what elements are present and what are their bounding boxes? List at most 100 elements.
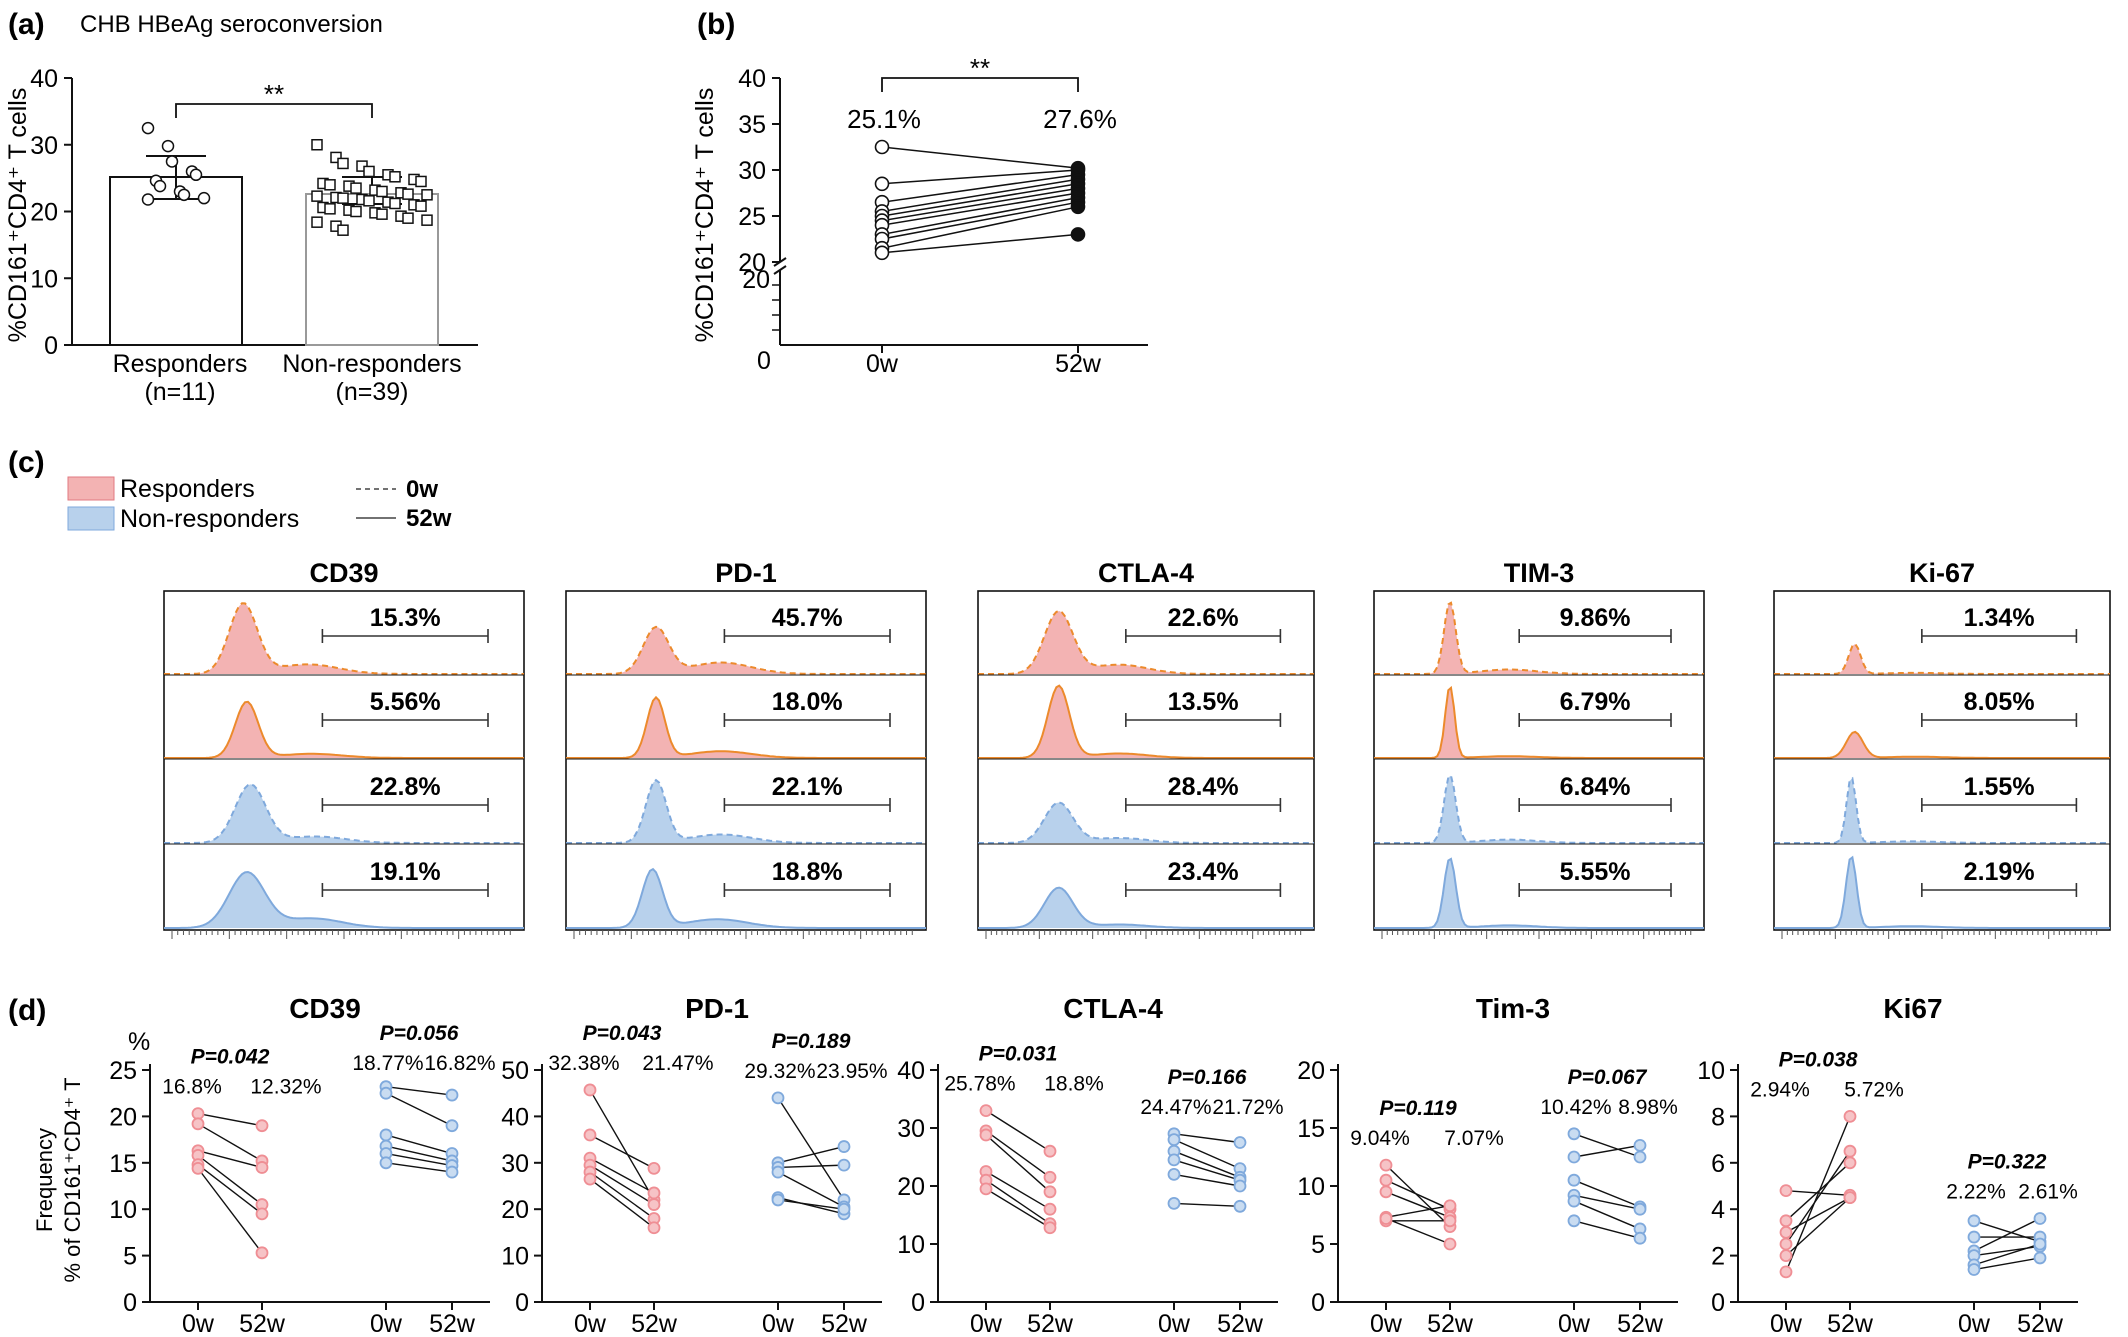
histogram-line [1774, 855, 2110, 929]
responder-point-52w [1843, 1110, 1857, 1123]
responder-point-52w [255, 1246, 269, 1260]
histogram-frame [565, 590, 927, 931]
responder-pair-line [985, 1170, 1051, 1210]
histogram-title: CTLA-4 [1098, 558, 1194, 588]
subplot-xtick-label: 52w [631, 1310, 678, 1337]
responder-pair-line [1785, 1116, 1851, 1273]
nonresponder-point [376, 208, 388, 220]
nonresponder-mean-52w: 23.95% [816, 1060, 887, 1083]
nonresponder-point-0w [1167, 1197, 1181, 1210]
histogram-frame [977, 590, 1315, 931]
panel-b-label: (b) [697, 8, 735, 41]
histogram-line [566, 778, 926, 844]
nonresponder-point-0w [771, 1193, 785, 1207]
nonresponder-pvalue: P=0.067 [1568, 1066, 1648, 1089]
nonresponders-bar [305, 193, 439, 346]
histogram-line [164, 870, 524, 929]
subplot-ytick-label: 10 [109, 1196, 137, 1224]
histogram-area [978, 685, 1314, 758]
panel-b-ytick-label: 40 [738, 65, 766, 93]
subplot-title: PD-1 [685, 993, 749, 1024]
responder-pair-line [197, 1123, 263, 1162]
gate-percent: 1.34% [1964, 604, 2035, 632]
nonresponder-pair-line [1573, 1179, 1641, 1208]
panel-b-sig-bracket [881, 77, 1079, 92]
histogram-line [566, 867, 926, 929]
panel-a-ytick-label: 10 [30, 265, 58, 293]
histogram-line [978, 801, 1314, 844]
panel-b-sig: ** [970, 53, 990, 83]
responder-mean-0w: 16.8% [162, 1076, 222, 1099]
responder-point-52w [1443, 1237, 1457, 1251]
responder-point [141, 121, 155, 135]
nonresponder-pvalue: P=0.166 [1168, 1066, 1247, 1089]
subplot-xtick-label: 52w [1217, 1310, 1264, 1337]
gate-percent: 13.5% [1168, 688, 1239, 716]
gate-percent: 8.05% [1964, 688, 2035, 716]
responder-point-0w [1779, 1226, 1793, 1239]
responder-point-0w [979, 1182, 993, 1196]
panel-b-pair-line [881, 201, 1079, 240]
histogram-area [1774, 644, 2110, 674]
subplot-ytick-label: 0 [911, 1289, 925, 1317]
nonresponder-pair-line [1173, 1150, 1241, 1178]
panel-a: (a) CHB HBeAg seroconversion %CD161⁺CD4⁺… [4, 8, 478, 406]
nonresponder-point-52w [2033, 1251, 2047, 1265]
subplot-title: Ki67 [1883, 993, 1942, 1024]
responder-point-52w [1043, 1170, 1057, 1184]
responder-point [153, 179, 167, 193]
histogram-area [164, 701, 524, 758]
responder-pvalue: P=0.031 [979, 1043, 1058, 1066]
subplot-xtick-label: 0w [370, 1310, 403, 1337]
panel-b-pair-line [881, 192, 1079, 226]
panel-a-ytick-label: 30 [30, 132, 58, 160]
nonresponder-point-52w [837, 1140, 851, 1153]
nonresponder-pair-line [777, 1171, 845, 1208]
subplot-ytick-label: 0 [515, 1289, 529, 1317]
responder-pair-line [1385, 1179, 1451, 1210]
nonresponder-pvalue: P=0.056 [380, 1022, 459, 1045]
responder-point [197, 191, 211, 205]
subplot-ytick-label: 0 [1311, 1289, 1325, 1317]
histogram-line [566, 695, 926, 759]
subplot-xtick-label: 52w [239, 1310, 286, 1337]
histogram-line [1374, 857, 1704, 929]
legend-dashed-label: 0w [406, 476, 438, 503]
nonresponder-pair-line [1173, 1202, 1241, 1207]
histogram-area [1374, 687, 1704, 758]
group-nonresponders-label: Non-responders [282, 350, 461, 378]
responder-pair-line [589, 1178, 655, 1229]
nonresponder-point-0w [1567, 1194, 1581, 1208]
responder-pair-line [197, 1164, 263, 1215]
panel-b-paired-lines [874, 139, 1086, 261]
nonresponder-point-0w [1567, 1150, 1581, 1164]
panel-b-lower-tick-20: 20 [742, 266, 770, 294]
responder-point-0w [1779, 1184, 1793, 1198]
subplot-xtick-label: 52w [1827, 1310, 1874, 1337]
histogram-area [164, 603, 524, 674]
responder-point-52w [1043, 1144, 1057, 1158]
responder-pair-line [197, 1154, 263, 1206]
responder-pvalue: P=0.119 [1379, 1097, 1457, 1120]
responder-point-52w [1843, 1144, 1857, 1158]
gate-percent: 5.56% [370, 688, 441, 716]
histogram-area [1374, 602, 1704, 674]
panel-b-pair-line [881, 178, 1079, 213]
panel-b-pair-line [881, 146, 1079, 169]
responder-point-0w [979, 1128, 993, 1142]
histogram-line [1774, 730, 2110, 759]
nonresponder-point-0w [1967, 1214, 1981, 1228]
subplot-title: Tim-3 [1476, 993, 1550, 1024]
nonresponder-point [389, 171, 401, 183]
responder-point-0w [1379, 1212, 1393, 1225]
nonresponder-mean-0w: 10.42% [1540, 1096, 1611, 1119]
subplot-xtick-label: 0w [1958, 1310, 1991, 1337]
responder-point-52w [1843, 1191, 1857, 1204]
responder-mean-0w: 25.78% [944, 1073, 1015, 1096]
responder-pair-line [985, 1179, 1051, 1225]
panel-a-ylabel: %CD161⁺CD4⁺ T cells [4, 88, 32, 343]
gate-percent: 2.19% [1964, 858, 2035, 886]
nonresponder-pair-line [1573, 1220, 1641, 1239]
nonresponder-point-52w [1633, 1150, 1647, 1164]
